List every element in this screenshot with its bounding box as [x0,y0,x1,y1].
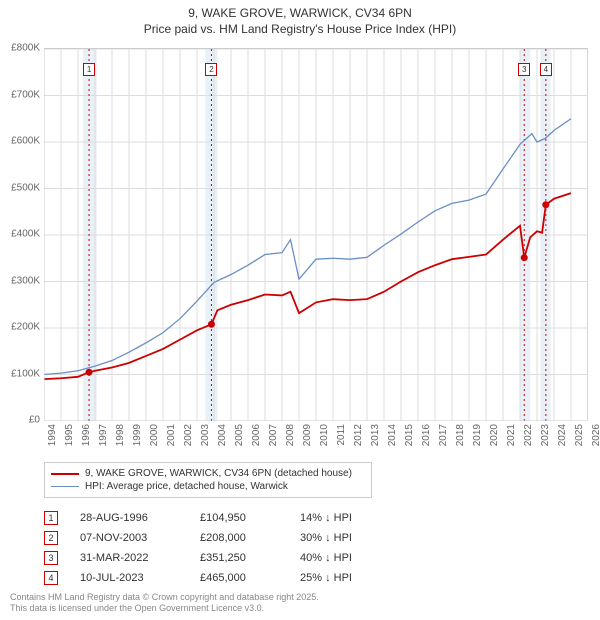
x-tick-label: 2025 [574,424,585,446]
x-tick-label: 2015 [404,424,415,446]
x-tick-label: 2017 [438,424,449,446]
chart-marker-badge: 3 [518,63,530,76]
footer: Contains HM Land Registry data © Crown c… [10,592,319,615]
y-tick-label: £700K [11,89,40,100]
x-tick-label: 2006 [251,424,262,446]
marker-date: 31-MAR-2022 [80,552,200,564]
marker-row: 1 28-AUG-1996£104,95014% ↓ HPI [44,508,400,528]
x-tick-label: 2020 [489,424,500,446]
legend-item: HPI: Average price, detached house, Warw… [51,480,365,493]
chart-container: 9, WAKE GROVE, WARWICK, CV34 6PN Price p… [0,0,600,620]
x-tick-label: 2014 [387,424,398,446]
marker-pct: 40% ↓ HPI [300,552,400,564]
x-axis: 1994 1995 1996 1997 1998 1999 2000 2001 2002 2003… [44,420,588,458]
legend-label: HPI: Average price, detached house, Warw… [85,481,288,492]
marker-row: 3 31-MAR-2022£351,25040% ↓ HPI [44,548,400,568]
legend-label: 9, WAKE GROVE, WARWICK, CV34 6PN (detach… [85,468,352,479]
marker-date: 28-AUG-1996 [80,512,200,524]
x-tick-label: 2024 [557,424,568,446]
marker-badge: 3 [44,551,58,565]
x-tick-label: 2007 [268,424,279,446]
x-tick-label: 2019 [472,424,483,446]
marker-badge: 2 [44,531,58,545]
marker-pct: 25% ↓ HPI [300,572,400,584]
x-tick-label: 2011 [336,424,347,446]
title-block: 9, WAKE GROVE, WARWICK, CV34 6PN Price p… [0,0,600,37]
x-tick-label: 2009 [302,424,313,446]
y-tick-label: £200K [11,322,40,333]
legend: 9, WAKE GROVE, WARWICK, CV34 6PN (detach… [44,462,372,498]
chart-area: 1 2 34 [44,48,588,420]
y-axis: £0£100K£200K£300K£400K£500K£600K£700K£80… [0,48,42,420]
x-tick-label: 2012 [353,424,364,446]
x-tick-label: 1997 [98,424,109,446]
y-tick-label: £0 [29,415,40,426]
y-tick-label: £300K [11,275,40,286]
x-tick-label: 1996 [81,424,92,446]
x-tick-label: 2003 [200,424,211,446]
y-tick-label: £500K [11,182,40,193]
x-tick-label: 2005 [234,424,245,446]
x-tick-label: 2018 [455,424,466,446]
x-tick-label: 2008 [285,424,296,446]
x-tick-label: 2001 [166,424,177,446]
x-tick-label: 2022 [523,424,534,446]
title-line-1: 9, WAKE GROVE, WARWICK, CV34 6PN [0,6,600,22]
x-tick-label: 2023 [540,424,551,446]
title-line-2: Price paid vs. HM Land Registry's House … [0,22,600,38]
legend-item: 9, WAKE GROVE, WARWICK, CV34 6PN (detach… [51,467,365,480]
footer-line-1: Contains HM Land Registry data © Crown c… [10,592,319,603]
chart-marker-badge: 1 [83,63,95,76]
marker-table: 1 28-AUG-1996£104,95014% ↓ HPI 2 07-NOV-200… [44,508,400,588]
marker-price: £104,950 [200,512,300,524]
footer-line-2: This data is licensed under the Open Gov… [10,603,319,614]
x-tick-label: 2013 [370,424,381,446]
marker-date: 10-JUL-2023 [80,572,200,584]
marker-price: £465,000 [200,572,300,584]
x-tick-label: 2010 [319,424,330,446]
legend-swatch [51,486,79,487]
x-tick-label: 2002 [183,424,194,446]
marker-row: 2 07-NOV-2003£208,00030% ↓ HPI [44,528,400,548]
marker-pct: 14% ↓ HPI [300,512,400,524]
chart-marker-badge: 2 [205,63,217,76]
legend-swatch [51,473,79,475]
y-tick-label: £800K [11,43,40,54]
marker-pct: 30% ↓ HPI [300,532,400,544]
plot-svg [44,49,588,421]
marker-row: 4 10-JUL-2023£465,00025% ↓ HPI [44,568,400,588]
x-tick-label: 1998 [115,424,126,446]
x-tick-label: 1999 [132,424,143,446]
marker-price: £208,000 [200,532,300,544]
chart-marker-badge: 4 [540,63,552,76]
marker-badge: 4 [44,571,58,585]
x-tick-label: 2021 [506,424,517,446]
marker-badge: 1 [44,511,58,525]
y-tick-label: £600K [11,136,40,147]
y-tick-label: £400K [11,229,40,240]
marker-price: £351,250 [200,552,300,564]
x-tick-label: 2026 [591,424,600,446]
marker-date: 07-NOV-2003 [80,532,200,544]
y-tick-label: £100K [11,368,40,379]
x-tick-label: 2016 [421,424,432,446]
x-tick-label: 2004 [217,424,228,446]
x-tick-label: 1994 [47,424,58,446]
x-tick-label: 1995 [64,424,75,446]
x-tick-label: 2000 [149,424,160,446]
